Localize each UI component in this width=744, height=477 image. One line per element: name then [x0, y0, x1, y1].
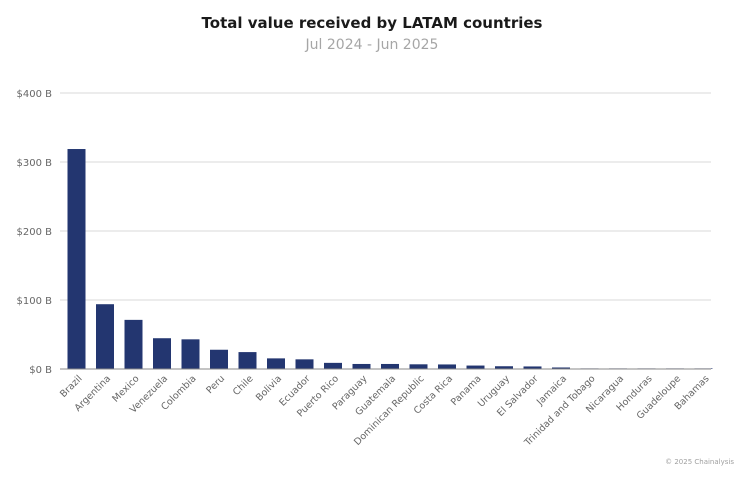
bar — [324, 362, 342, 369]
bar — [210, 349, 228, 369]
copyright-credit: © 2025 Chainalysis — [665, 458, 734, 466]
bar — [67, 149, 86, 369]
x-tick-label: Peru — [204, 373, 227, 396]
bar — [409, 364, 428, 369]
y-tick-label: $300 B — [17, 158, 53, 169]
bar — [124, 319, 143, 369]
bar — [96, 304, 114, 369]
y-tick-label: $200 B — [17, 227, 53, 238]
x-tick-label: Brazil — [58, 373, 85, 400]
y-tick-label: $100 B — [17, 296, 53, 307]
y-tick-label: $400 B — [17, 89, 53, 100]
bar — [381, 363, 399, 369]
bar — [267, 358, 285, 369]
bar — [552, 367, 570, 369]
bar — [438, 364, 456, 369]
bar — [495, 366, 513, 369]
bar — [352, 363, 371, 369]
bar — [238, 352, 257, 369]
bar — [153, 338, 171, 369]
bar — [181, 339, 200, 369]
bar — [523, 366, 542, 369]
y-tick-label: $0 B — [29, 365, 52, 376]
x-tick-label: Chile — [231, 373, 256, 398]
bar — [466, 365, 485, 369]
chart-subtitle: Jul 2024 - Jun 2025 — [305, 37, 439, 53]
chart-title: Total value received by LATAM countries — [201, 14, 543, 32]
bar — [295, 359, 314, 369]
